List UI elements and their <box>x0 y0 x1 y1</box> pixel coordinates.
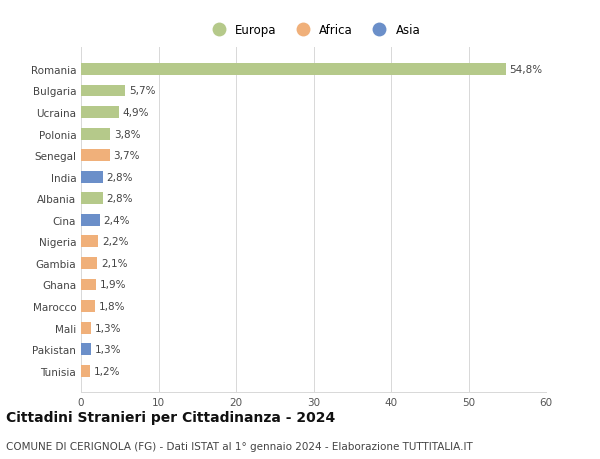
Bar <box>81 150 110 162</box>
Bar <box>81 365 90 377</box>
Text: 1,9%: 1,9% <box>100 280 126 290</box>
Text: COMUNE DI CERIGNOLA (FG) - Dati ISTAT al 1° gennaio 2024 - Elaborazione TUTTITAL: COMUNE DI CERIGNOLA (FG) - Dati ISTAT al… <box>6 441 473 451</box>
Bar <box>81 236 98 248</box>
Text: 4,9%: 4,9% <box>123 108 149 118</box>
Bar <box>81 301 95 312</box>
Text: 2,8%: 2,8% <box>107 194 133 204</box>
Text: 1,3%: 1,3% <box>95 344 121 354</box>
Text: 2,8%: 2,8% <box>107 172 133 182</box>
Bar <box>81 214 100 226</box>
Text: 3,8%: 3,8% <box>115 129 141 139</box>
Bar <box>81 171 103 183</box>
Text: 1,3%: 1,3% <box>95 323 121 333</box>
Text: 3,7%: 3,7% <box>113 151 140 161</box>
Bar <box>81 257 97 269</box>
Text: 1,2%: 1,2% <box>94 366 121 376</box>
Text: 2,4%: 2,4% <box>103 215 130 225</box>
Text: 5,7%: 5,7% <box>129 86 155 96</box>
Bar <box>81 343 91 355</box>
Bar <box>81 85 125 97</box>
Bar <box>81 279 96 291</box>
Text: 54,8%: 54,8% <box>509 65 543 75</box>
Bar <box>81 129 110 140</box>
Text: Cittadini Stranieri per Cittadinanza - 2024: Cittadini Stranieri per Cittadinanza - 2… <box>6 411 335 425</box>
Bar <box>81 193 103 205</box>
Text: 2,2%: 2,2% <box>102 237 128 247</box>
Bar <box>81 64 506 76</box>
Bar <box>81 322 91 334</box>
Text: 1,8%: 1,8% <box>99 302 125 311</box>
Legend: Europa, Africa, Asia: Europa, Africa, Asia <box>202 20 425 42</box>
Bar <box>81 107 119 119</box>
Text: 2,1%: 2,1% <box>101 258 128 269</box>
